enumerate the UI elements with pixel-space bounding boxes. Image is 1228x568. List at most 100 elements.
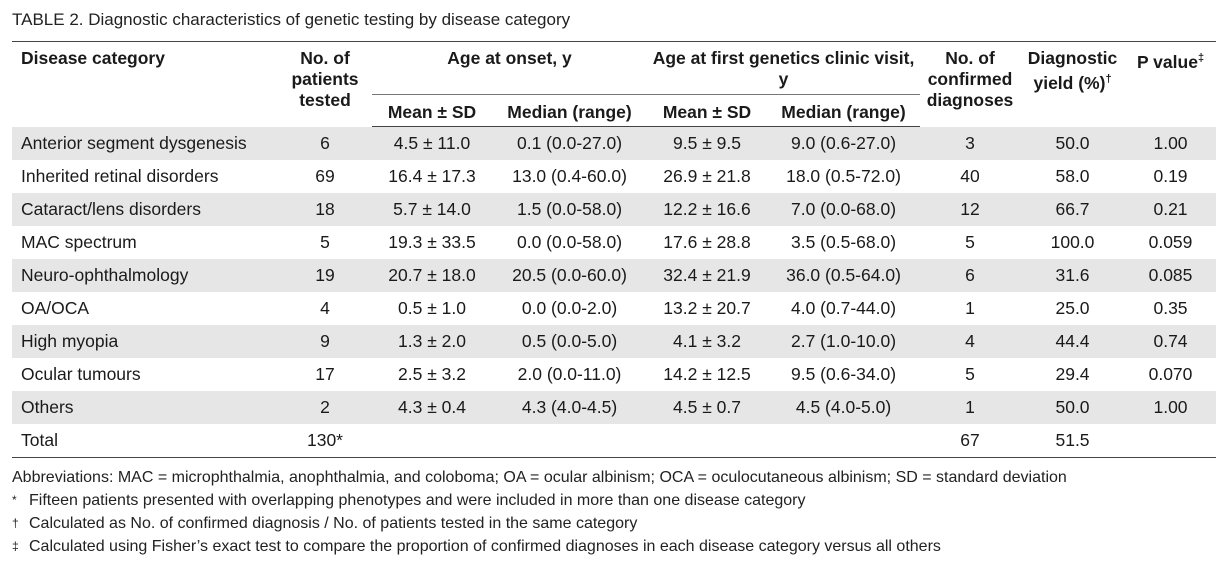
cell-tested: 69	[315, 166, 335, 186]
header-disease-category: Disease category	[12, 41, 278, 127]
abbreviations-note: Abbreviations: MAC = microphthalmia, ano…	[12, 469, 1067, 486]
cell-tested: 4	[320, 298, 330, 318]
cell-visit-median: 3.5 (0.5-68.0)	[790, 232, 897, 252]
header-p-value: P value‡	[1125, 41, 1217, 127]
cell-visit-mean: 9.5 ± 9.5	[647, 126, 768, 160]
cell-visit-mean	[647, 424, 768, 458]
cell-confirmed: 1	[965, 298, 975, 318]
cell-yield: 50.0	[1020, 126, 1126, 160]
cell-p-value: 1.00	[1125, 391, 1217, 424]
table-row: Neuro-ophthalmology 19 20.7 ± 18.0 20.5 …	[12, 259, 1217, 292]
cell-category: Others	[12, 391, 278, 424]
cell-tested: 5	[320, 232, 330, 252]
header-p-value-label: P value	[1136, 51, 1198, 72]
cell-onset-median: 0.5 (0.0-5.0)	[492, 325, 648, 358]
cell-visit-median: 18.0 (0.5-72.0)	[786, 166, 901, 186]
header-onset-median-range: Median (range)	[492, 94, 648, 127]
cell-onset-median: 20.5 (0.0-60.0)	[492, 259, 648, 292]
header-visit-median-range: Median (range)	[767, 94, 921, 127]
cell-p-value	[1125, 424, 1217, 458]
cell-category: Inherited retinal disorders	[21, 166, 219, 186]
header-age-onset: Age at onset, y	[372, 41, 648, 95]
cell-visit-mean: 17.6 ± 28.8	[663, 232, 751, 252]
cell-yield: 31.6	[1020, 259, 1126, 292]
cell-visit-mean: 32.4 ± 21.9	[647, 259, 768, 292]
cell-onset-mean: 2.5 ± 3.2	[398, 364, 466, 384]
footnote-marker-double-dagger: ‡	[1197, 52, 1205, 64]
header-confirmed-diagnoses: No. of confirmed diagnoses	[920, 41, 1021, 127]
cell-yield: 50.0	[1020, 391, 1126, 424]
header-age-first-visit: Age at first genetics clinic visit, y	[647, 41, 921, 95]
cell-onset-mean: 0.5 ± 1.0	[398, 298, 466, 318]
cell-tested: 130*	[278, 424, 372, 458]
footnote-text: Calculated using Fisher’s exact test to …	[29, 538, 941, 555]
footnote-item: ‡ Calculated using Fisher’s exact test to…	[12, 535, 1067, 558]
cell-onset-median: 0.0 (0.0-58.0)	[516, 232, 623, 252]
footnote-item: * Fifteen patients presented with overlap…	[12, 489, 1067, 512]
cell-category: High myopia	[12, 325, 278, 358]
cell-tested: 19	[278, 259, 372, 292]
cell-yield: 58.0	[1055, 166, 1090, 186]
cell-yield: 66.7	[1020, 193, 1126, 226]
cell-confirmed: 4	[920, 325, 1021, 358]
cell-p-value: 0.070	[1148, 364, 1193, 384]
cell-category: Total	[12, 424, 278, 458]
cell-p-value: 0.74	[1125, 325, 1217, 358]
cell-onset-mean: 5.7 ± 14.0	[372, 193, 492, 226]
footnote-text: Fifteen patients presented with overlapp…	[29, 492, 806, 509]
cell-onset-mean: 4.5 ± 11.0	[372, 126, 492, 160]
cell-visit-mean: 4.1 ± 3.2	[647, 325, 768, 358]
cell-onset-mean: 16.4 ± 17.3	[388, 166, 476, 186]
cell-visit-median: 4.0 (0.7-44.0)	[790, 298, 897, 318]
table-row: Cataract/lens disorders 18 5.7 ± 14.0 1.…	[12, 193, 1217, 226]
cell-visit-mean: 12.2 ± 16.6	[647, 193, 768, 226]
cell-p-value: 0.21	[1125, 193, 1217, 226]
cell-category: Cataract/lens disorders	[12, 193, 278, 226]
cell-yield: 100.0	[1050, 232, 1095, 252]
cell-onset-median: 2.0 (0.0-11.0)	[517, 364, 622, 384]
header-diagnostic-yield: Diagnostic yield (%)†	[1020, 41, 1126, 127]
table-row: Ocular tumours 17 2.5 ± 3.2 2.0 (0.0-11.…	[12, 358, 1216, 391]
cell-onset-mean: 20.7 ± 18.0	[372, 259, 492, 292]
header-patients-tested: No. of patients tested	[278, 41, 372, 127]
header-onset-mean-sd: Mean ± SD	[372, 94, 492, 127]
cell-category: Neuro-ophthalmology	[12, 259, 278, 292]
diagnostic-characteristics-table: Disease category No. of patients tested …	[12, 41, 1217, 458]
footnote-mark: †	[12, 516, 19, 530]
table-row: OA/OCA 4 0.5 ± 1.0 0.0 (0.0-2.0) 13.2 ± …	[12, 292, 1216, 325]
cell-p-value: 0.085	[1125, 259, 1217, 292]
footnote-item: † Calculated as No. of confirmed diagnosi…	[12, 512, 1067, 535]
cell-tested: 2	[278, 391, 372, 424]
cell-p-value: 0.059	[1148, 232, 1193, 252]
cell-visit-median: 2.7 (1.0-10.0)	[767, 325, 921, 358]
cell-confirmed: 3	[920, 126, 1021, 160]
table-row: High myopia 9 1.3 ± 2.0 0.5 (0.0-5.0) 4.…	[12, 325, 1217, 358]
cell-visit-median: 9.5 (0.6-34.0)	[790, 364, 897, 384]
cell-onset-median: 0.0 (0.0-2.0)	[521, 298, 618, 318]
cell-tested: 9	[278, 325, 372, 358]
footnote-text: Calculated as No. of confirmed diagnosis…	[29, 515, 638, 532]
cell-confirmed: 40	[960, 166, 980, 186]
table-row: Others 2 4.3 ± 0.4 4.3 (4.0-4.5) 4.5 ± 0…	[12, 391, 1217, 424]
cell-onset-median: 0.1 (0.0-27.0)	[492, 126, 648, 160]
cell-tested: 17	[315, 364, 335, 384]
cell-visit-median: 7.0 (0.0-68.0)	[767, 193, 921, 226]
cell-category: OA/OCA	[21, 298, 90, 318]
cell-confirmed: 12	[920, 193, 1021, 226]
cell-confirmed: 5	[965, 364, 975, 384]
cell-visit-mean: 4.5 ± 0.7	[647, 391, 768, 424]
cell-confirmed: 67	[920, 424, 1021, 458]
cell-yield: 51.5	[1020, 424, 1126, 458]
cell-confirmed: 6	[920, 259, 1021, 292]
cell-onset-median: 4.3 (4.0-4.5)	[492, 391, 648, 424]
table-row-total: Total 130* 67 51.5	[12, 424, 1217, 458]
cell-onset-median	[492, 424, 648, 458]
table-row: MAC spectrum 5 19.3 ± 33.5 0.0 (0.0-58.0…	[12, 226, 1216, 259]
cell-onset-mean: 1.3 ± 2.0	[372, 325, 492, 358]
cell-p-value: 0.35	[1153, 298, 1188, 318]
cell-onset-median: 13.0 (0.4-60.0)	[512, 166, 627, 186]
cell-onset-mean: 4.3 ± 0.4	[372, 391, 492, 424]
cell-visit-mean: 13.2 ± 20.7	[663, 298, 751, 318]
cell-tested: 6	[278, 126, 372, 160]
cell-tested: 18	[278, 193, 372, 226]
